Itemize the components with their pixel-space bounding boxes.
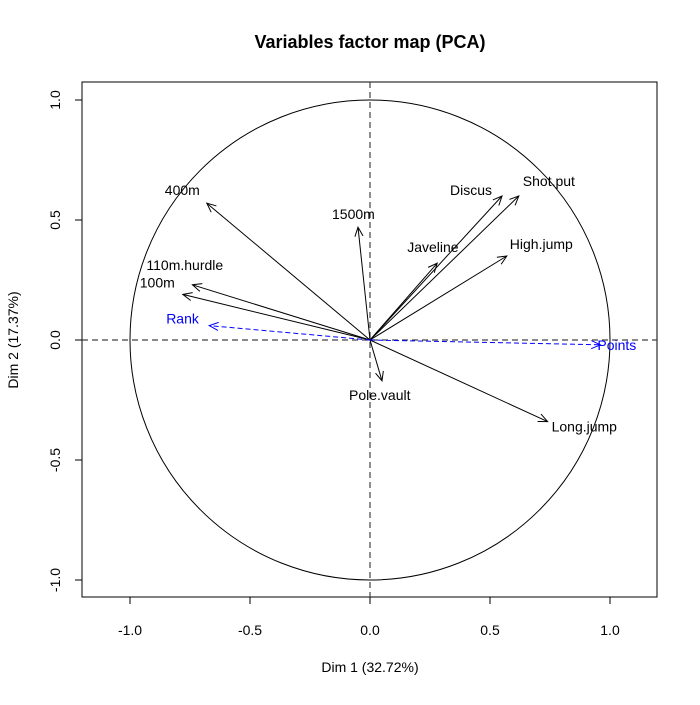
vector-1500m <box>357 227 371 341</box>
label-1500m: 1500m <box>332 206 375 222</box>
label-points: Points <box>597 337 636 353</box>
arrowhead-110m-hurdle <box>191 283 203 292</box>
vector-shot-put <box>369 195 520 341</box>
arrowhead-javeline <box>427 262 439 273</box>
arrowhead-100m <box>181 292 193 301</box>
x-tick-label: 1.0 <box>600 622 620 638</box>
arrowhead-1500m <box>354 225 364 237</box>
label-pole-vault: Pole.vault <box>349 387 411 403</box>
y-tick-label: 0.0 <box>47 330 63 350</box>
chart-title: Variables factor map (PCA) <box>254 32 485 52</box>
arrowhead-points <box>590 340 602 350</box>
y-tick-label: -0.5 <box>47 448 63 472</box>
arrowhead-high-jump <box>496 255 508 265</box>
correlation-circle <box>129 99 611 581</box>
label-400m: 400m <box>165 182 200 198</box>
x-axis: -1.0 -0.5 0.0 0.5 1.0 <box>118 597 620 638</box>
y-axis-label: Dim 2 (17.37%) <box>5 291 21 388</box>
vector-110m-hurdle <box>192 284 371 341</box>
x-axis-label: Dim 1 (32.72%) <box>321 659 418 675</box>
vector-pole-vault <box>369 339 383 381</box>
x-tick-label: 0.0 <box>360 622 380 638</box>
label-rank: Rank <box>166 311 200 327</box>
label-discus: Discus <box>450 182 492 198</box>
arrowhead-long-jump <box>537 413 549 423</box>
x-tick-label: -1.0 <box>118 622 142 638</box>
label-javeline: Javeline <box>407 239 459 255</box>
vector-long-jump <box>369 339 548 423</box>
arrowhead-rank <box>207 321 219 331</box>
arrowhead-400m <box>205 202 217 213</box>
vector-javeline <box>369 262 438 341</box>
y-tick-label: -1.0 <box>47 568 63 592</box>
vector-rank <box>209 325 371 341</box>
label-110m-hurdle: 110m.hurdle <box>146 257 223 273</box>
label-shot-put: Shot.put <box>523 173 575 189</box>
arrowhead-shot-put <box>509 195 520 206</box>
y-tick-label: 1.0 <box>47 90 63 110</box>
y-tick-label: 0.5 <box>47 210 63 230</box>
vector-400m <box>206 202 371 341</box>
vector-100m <box>182 293 371 341</box>
label-100m: 100m <box>140 274 175 290</box>
x-tick-label: 0.5 <box>480 622 500 638</box>
arrowhead-pole-vault <box>375 370 384 382</box>
y-axis: -1.0 -0.5 0.0 0.5 1.0 <box>47 90 82 592</box>
label-long-jump: Long.jump <box>552 419 618 435</box>
x-tick-label: -0.5 <box>238 622 262 638</box>
vector-points <box>369 339 601 346</box>
arrowhead-discus <box>492 195 503 206</box>
label-high-jump: High.jump <box>510 236 573 252</box>
vector-high-jump <box>369 255 508 341</box>
